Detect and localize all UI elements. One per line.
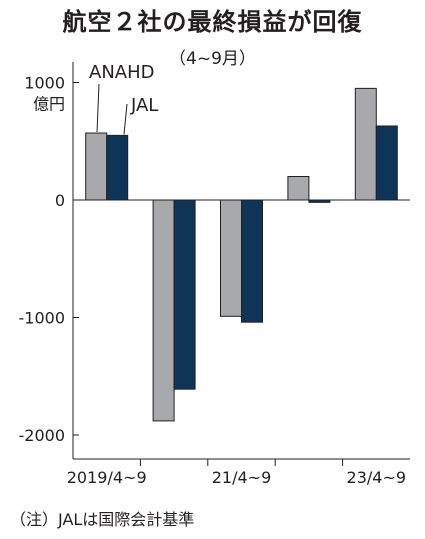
y-tick-label: -2000 <box>19 426 66 445</box>
bar-anahd-1 <box>152 199 175 422</box>
x-tick-label: 21/4~9 <box>212 468 272 487</box>
chart-footnote: （注）JALは国際会計基準 <box>10 510 195 529</box>
bar-anahd-2 <box>220 199 242 317</box>
bar-jal-2 <box>241 199 263 323</box>
y-unit-label: 億円 <box>33 95 65 114</box>
bar-jal-3 <box>308 199 331 203</box>
bar-anahd-0 <box>85 132 108 201</box>
x-tick-label: 23/4~9 <box>347 468 407 487</box>
y-tick-label: 1000 <box>24 74 65 93</box>
x-tick-label: 2019/4~9 <box>67 468 147 487</box>
bar-jal-0 <box>106 134 129 201</box>
y-tick-label: 0 <box>55 191 65 210</box>
bar-anahd-4 <box>354 87 377 201</box>
bar-jal-1 <box>173 199 196 390</box>
y-tick-label: -1000 <box>19 309 66 328</box>
legend-leader-jal <box>123 103 128 135</box>
legend-label-anahd: ANAHD <box>89 62 155 83</box>
bar-jal-4 <box>375 125 398 201</box>
chart-subtitle: （4~9月） <box>169 49 256 69</box>
bar-anahd-3 <box>287 176 310 201</box>
legend-label-jal: JAL <box>130 95 158 116</box>
chart-title: 航空２社の最終損益が回復 <box>62 8 363 36</box>
legend-leader-anahd <box>96 83 100 133</box>
